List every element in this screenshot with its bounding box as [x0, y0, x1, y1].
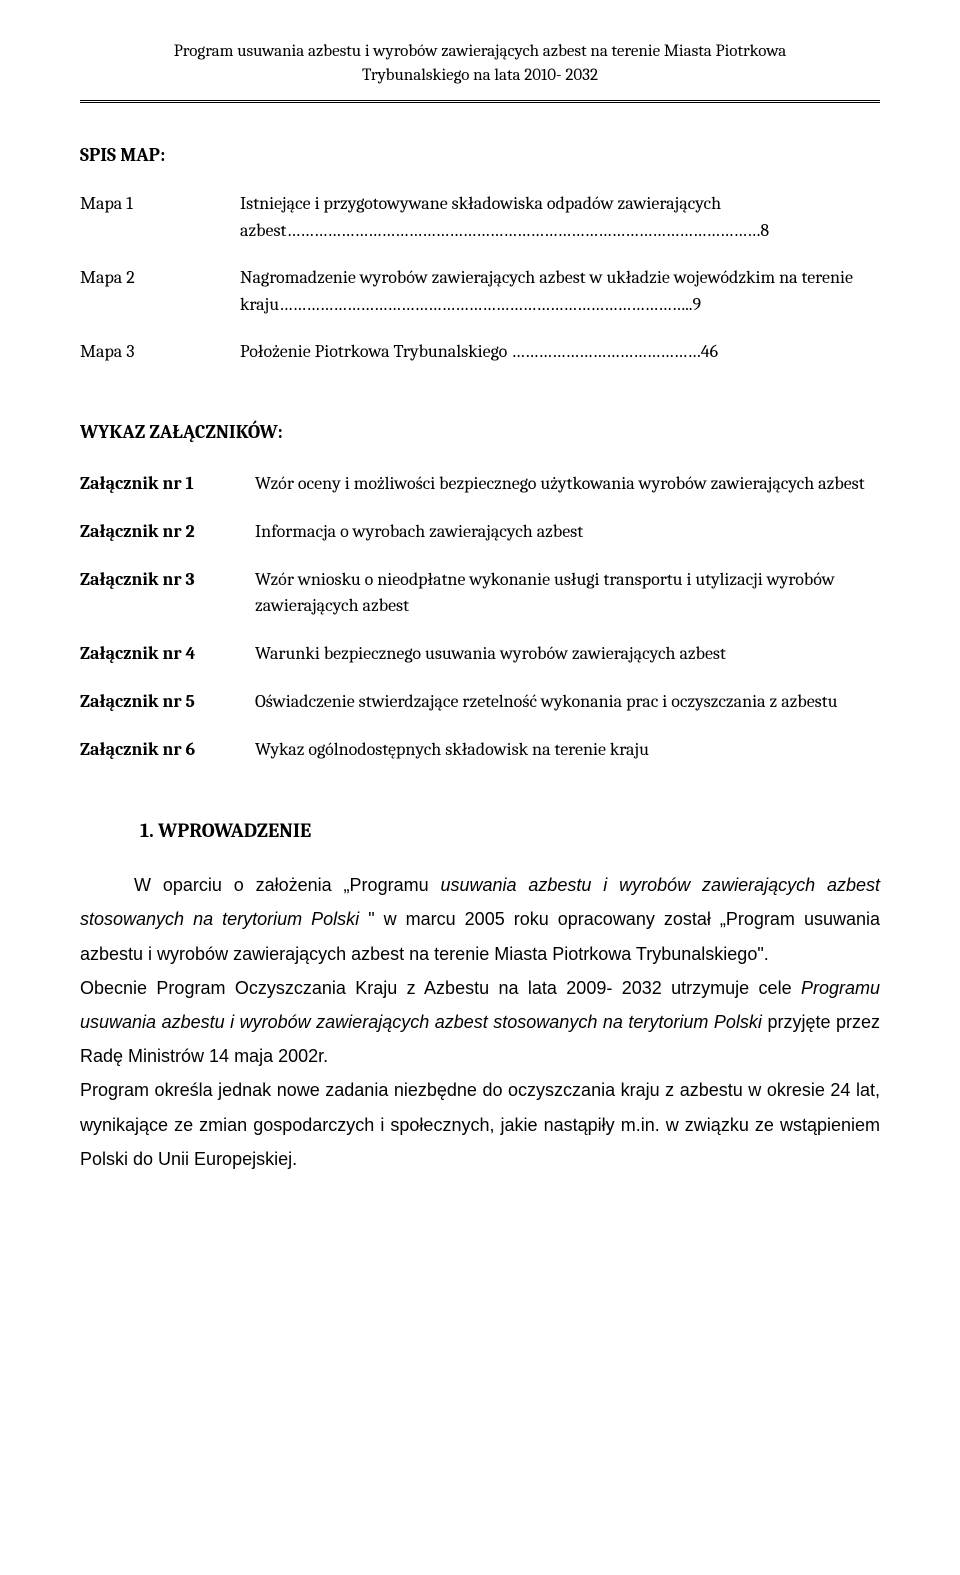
attachment-row: Załącznik nr 2Informacja o wyrobach zawi…: [80, 519, 880, 545]
attachment-row: Załącznik nr 4 Warunki bezpiecznego usuw…: [80, 641, 880, 667]
spis-map-text: Położenie Piotrkowa Trybunalskiego ………………: [240, 338, 880, 365]
attachment-label: Załącznik nr 4: [80, 641, 255, 667]
attachment-text: Warunki bezpiecznego usuwania wyrobów za…: [255, 641, 880, 667]
spis-map-heading: SPIS MAP:: [80, 144, 880, 166]
attachment-row: Załącznik nr 6Wykaz ogólnodostępnych skł…: [80, 737, 880, 763]
attachment-row: Załącznik nr 1Wzór oceny i możliwości be…: [80, 471, 880, 497]
intro-paragraph-1: W oparciu o założenia „Programu usuwania…: [80, 868, 880, 971]
attachment-label: Załącznik nr 6: [80, 737, 255, 763]
attachment-text: Informacja o wyrobach zawierających azbe…: [255, 519, 880, 545]
attachment-label: Załącznik nr 2: [80, 519, 255, 545]
document-header: Program usuwania azbestu i wyrobów zawie…: [80, 40, 880, 88]
intro-paragraph-2: Obecnie Program Oczyszczania Kraju z Azb…: [80, 971, 880, 1074]
header-line-2: Trybunalskiego na lata 2010- 2032: [362, 66, 598, 85]
spis-map-row: Mapa 2Nagromadzenie wyrobów zawierającyc…: [80, 264, 880, 318]
p1-text-a: W oparciu o założenia „Programu: [134, 875, 440, 895]
spis-map-list: Mapa 1Istniejące i przygotowywane składo…: [80, 190, 880, 365]
spis-map-row: Mapa 3Położenie Piotrkowa Trybunalskiego…: [80, 338, 880, 365]
p2-text-a: Obecnie Program Oczyszczania Kraju z Azb…: [80, 978, 801, 998]
attachment-label: Załącznik nr 5: [80, 689, 255, 715]
intro-paragraph-3: Program określa jednak nowe zadania niez…: [80, 1073, 880, 1176]
attachments-heading: WYKAZ ZAŁĄCZNIKÓW:: [80, 421, 880, 443]
spis-map-row: Mapa 1Istniejące i przygotowywane składo…: [80, 190, 880, 244]
spis-map-label: Mapa 1: [80, 190, 240, 244]
attachment-text: Oświadczenie stwierdzające rzetelność wy…: [255, 689, 880, 715]
header-divider: [80, 100, 880, 104]
spis-map-label: Mapa 2: [80, 264, 240, 318]
attachment-label: Załącznik nr 1: [80, 471, 255, 497]
attachments-section: WYKAZ ZAŁĄCZNIKÓW: Załącznik nr 1Wzór oc…: [80, 421, 880, 764]
spis-map-text: Nagromadzenie wyrobów zawierających azbe…: [240, 264, 880, 318]
attachment-label: Załącznik nr 3: [80, 567, 255, 619]
attachment-row: Załącznik nr 3Wzór wniosku o nieodpłatne…: [80, 567, 880, 619]
header-line-1: Program usuwania azbestu i wyrobów zawie…: [174, 42, 787, 61]
spis-map-label: Mapa 3: [80, 338, 240, 365]
spis-map-text: Istniejące i przygotowywane składowiska …: [240, 190, 880, 244]
attachment-text: Wzór oceny i możliwości bezpiecznego uży…: [255, 471, 880, 497]
intro-heading: 1. WPROWADZENIE: [80, 819, 880, 842]
attachment-text: Wykaz ogólnodostępnych składowisk na ter…: [255, 737, 880, 763]
attachment-row: Załącznik nr 5Oświadczenie stwierdzające…: [80, 689, 880, 715]
attachments-list: Załącznik nr 1Wzór oceny i możliwości be…: [80, 471, 880, 764]
attachment-text: Wzór wniosku o nieodpłatne wykonanie usł…: [255, 567, 880, 619]
